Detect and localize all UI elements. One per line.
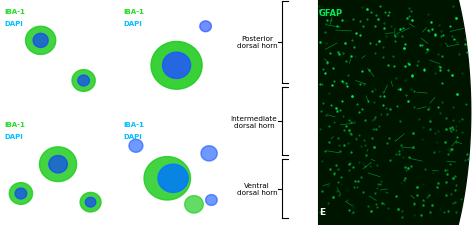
Polygon shape — [129, 140, 143, 153]
Text: D: D — [123, 211, 131, 220]
Text: IBA-1: IBA-1 — [5, 9, 26, 15]
Polygon shape — [9, 183, 33, 205]
Text: C: C — [5, 211, 11, 220]
Polygon shape — [201, 146, 217, 161]
Polygon shape — [163, 53, 191, 79]
Text: DAPI: DAPI — [5, 21, 23, 27]
Text: DAPI: DAPI — [123, 21, 142, 27]
Text: Intermediate
dorsal horn: Intermediate dorsal horn — [231, 115, 277, 128]
Text: Posterior
dorsal horn: Posterior dorsal horn — [237, 36, 277, 49]
Text: IBA-1: IBA-1 — [123, 121, 144, 127]
Text: DAPI: DAPI — [5, 133, 23, 139]
Polygon shape — [200, 22, 211, 33]
Polygon shape — [319, 0, 471, 225]
Polygon shape — [26, 27, 56, 55]
Text: A: A — [5, 98, 12, 107]
Polygon shape — [158, 164, 188, 193]
Text: B: B — [123, 98, 130, 107]
Polygon shape — [80, 193, 101, 212]
Polygon shape — [72, 70, 95, 92]
Text: IBA-1: IBA-1 — [123, 9, 144, 15]
Polygon shape — [185, 196, 203, 213]
Polygon shape — [39, 147, 77, 182]
Polygon shape — [151, 42, 202, 90]
Polygon shape — [15, 188, 27, 199]
Text: Ventral
dorsal horn: Ventral dorsal horn — [237, 182, 277, 196]
Text: DAPI: DAPI — [123, 133, 142, 139]
Polygon shape — [78, 76, 90, 87]
Polygon shape — [206, 195, 217, 205]
Text: IBA-1: IBA-1 — [5, 121, 26, 127]
Polygon shape — [49, 156, 67, 173]
Polygon shape — [33, 34, 48, 48]
Text: GFAP: GFAP — [319, 9, 343, 18]
Text: E: E — [319, 207, 325, 216]
Polygon shape — [85, 197, 96, 207]
Polygon shape — [144, 157, 191, 200]
